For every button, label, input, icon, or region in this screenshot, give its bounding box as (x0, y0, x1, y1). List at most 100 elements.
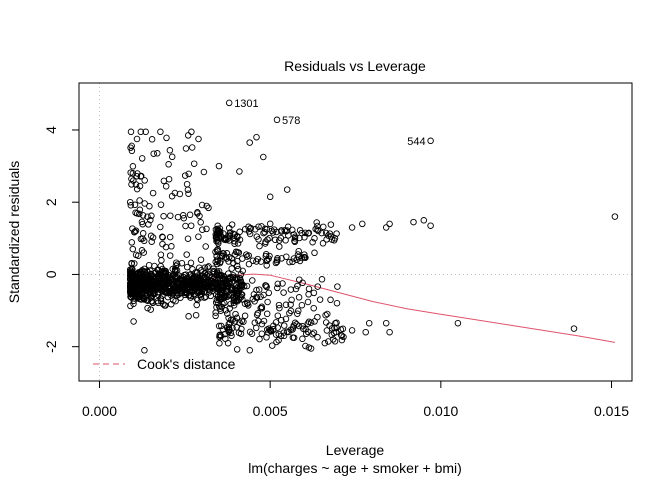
data-point (276, 304, 283, 312)
data-point (234, 233, 241, 241)
data-point (225, 320, 233, 328)
data-point (148, 298, 156, 305)
data-point (193, 295, 201, 302)
data-point (318, 229, 325, 237)
data-point (133, 135, 141, 143)
data-point (300, 254, 308, 261)
data-point (420, 217, 428, 224)
data-point (243, 251, 250, 258)
data-point (219, 275, 227, 282)
data-point (299, 323, 306, 330)
data-point (307, 345, 315, 352)
data-point (142, 128, 149, 136)
data-point (183, 180, 191, 188)
data-point (301, 234, 308, 241)
data-point (272, 331, 280, 338)
data-point (241, 312, 249, 320)
data-point (348, 327, 356, 334)
data-point (224, 310, 231, 317)
data-point (223, 279, 230, 286)
data-point (188, 128, 195, 136)
data-point (386, 220, 393, 228)
data-point (149, 189, 157, 197)
data-point (181, 172, 189, 179)
data-point (217, 252, 224, 260)
data-point (216, 285, 224, 292)
data-point (333, 324, 340, 332)
data-point (305, 285, 313, 293)
data-point (215, 303, 223, 310)
data-point (255, 286, 263, 293)
data-point (260, 153, 267, 161)
y-axis-label: Standardized residuals (6, 161, 22, 303)
data-point (147, 232, 155, 240)
data-point (365, 319, 373, 327)
data-point (180, 284, 187, 291)
data-point (260, 291, 267, 299)
data-point (280, 322, 288, 329)
data-point (281, 226, 288, 234)
data-point (327, 233, 335, 240)
data-point (140, 249, 147, 256)
data-point (348, 224, 356, 231)
data-point (186, 271, 194, 279)
data-point (311, 235, 318, 242)
data-point (212, 281, 219, 289)
data-point (127, 202, 135, 209)
data-point (166, 147, 174, 154)
data-point (161, 283, 168, 291)
data-point (252, 324, 260, 332)
data-point (282, 237, 289, 244)
data-point (320, 223, 327, 231)
data-point (182, 222, 189, 230)
data-point (276, 243, 283, 250)
x-axis-subtitle: lm(charges ~ age + smoker + bmi) (248, 460, 462, 476)
data-point (127, 144, 134, 151)
data-point (324, 310, 331, 318)
x-tick-label: 0.005 (253, 403, 288, 419)
data-point (128, 142, 135, 150)
data-point (158, 257, 165, 264)
data-point (262, 282, 269, 289)
data-point (231, 287, 238, 295)
data-point (130, 278, 137, 285)
data-point (327, 296, 334, 304)
data-point (209, 276, 217, 283)
data-point (162, 243, 170, 251)
data-point (131, 260, 138, 267)
data-point (179, 276, 187, 284)
data-point (195, 135, 202, 143)
data-point (208, 273, 215, 281)
data-point (133, 172, 141, 180)
data-point (128, 147, 136, 155)
data-point (326, 322, 333, 329)
data-point (227, 274, 234, 281)
data-point (128, 259, 136, 267)
data-point (136, 197, 143, 204)
data-point (226, 326, 233, 334)
data-point (230, 259, 237, 267)
data-point (228, 221, 236, 228)
data-point (193, 301, 200, 309)
data-point (182, 145, 190, 152)
data-point (274, 284, 281, 292)
data-point (148, 212, 155, 220)
data-point (326, 230, 334, 237)
data-point (290, 231, 298, 238)
data-point (331, 338, 339, 345)
data-point (231, 237, 238, 245)
x-axis-label: Leverage (326, 442, 385, 458)
data-point (246, 328, 254, 336)
data-point (153, 285, 161, 292)
data-point (313, 219, 320, 226)
data-point (132, 227, 140, 234)
data-point (249, 295, 257, 303)
data-point (159, 283, 167, 290)
data-point (291, 235, 299, 242)
data-point (127, 169, 134, 176)
data-point (200, 168, 208, 176)
data-point (314, 222, 321, 230)
data-point (258, 320, 266, 328)
data-point (225, 314, 232, 322)
data-point (258, 330, 266, 337)
